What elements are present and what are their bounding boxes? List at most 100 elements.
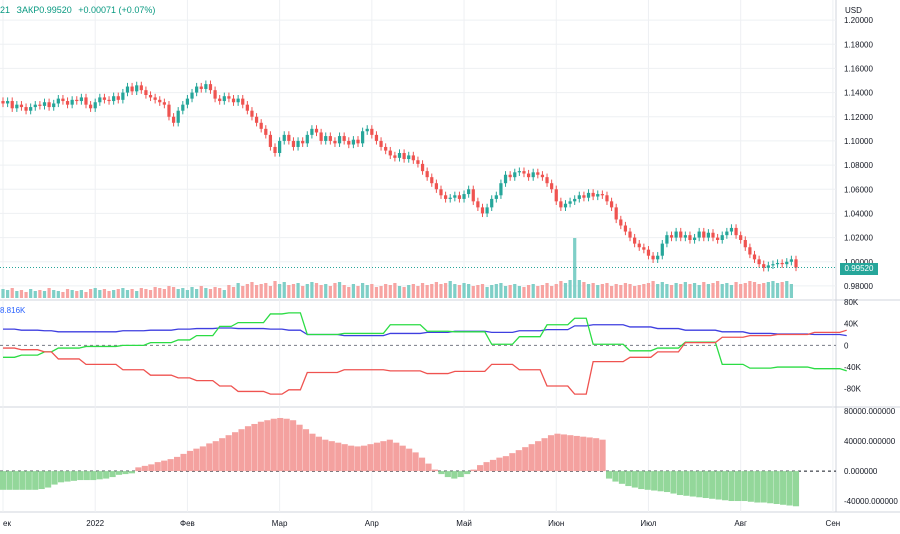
candle-body <box>107 99 111 102</box>
volume-bar <box>628 284 632 298</box>
price-tick-label: 1.16000 <box>844 64 873 73</box>
volume-bar <box>716 281 720 298</box>
net-position-bar <box>70 471 77 481</box>
volume-bar <box>739 284 743 298</box>
volume-bar <box>1 289 5 298</box>
volume-bar <box>38 290 42 298</box>
volume-bar <box>273 281 277 298</box>
price-tick-label: 1.00000 <box>844 258 873 267</box>
ohlc-header: 21 ЗАКР0.99520 +0.00071 (+0.07%) <box>0 5 159 15</box>
net-position-bar <box>193 448 200 472</box>
net-position-bar <box>625 471 632 487</box>
candle-body <box>522 171 526 174</box>
net-position-bar <box>128 471 136 474</box>
candle-body <box>204 84 208 89</box>
candle-body <box>254 116 259 123</box>
net-position-bar <box>586 437 593 472</box>
net-position-bar <box>612 471 619 482</box>
net-position-bar <box>773 471 780 505</box>
candle-body <box>692 237 697 240</box>
candle-body <box>448 197 452 199</box>
volume-bar <box>162 289 166 298</box>
candle-body <box>397 153 402 158</box>
candle-body <box>333 140 337 144</box>
price-tick-label: 1.20000 <box>844 16 873 25</box>
volume-bar <box>550 286 554 298</box>
volume-bar <box>365 285 369 298</box>
net-position-bar <box>792 471 800 507</box>
volume-bar <box>328 286 332 298</box>
volume-bar <box>559 281 563 298</box>
net-position-bar <box>341 444 348 472</box>
volume-bar <box>301 286 305 298</box>
candle-body <box>586 192 591 198</box>
volume-bar <box>545 283 549 298</box>
volume-bar <box>231 287 236 298</box>
net-position-bar <box>644 471 651 490</box>
net-position-bar <box>6 471 13 490</box>
candle-body <box>743 240 747 248</box>
volume-bar <box>743 283 747 298</box>
net-position-bar <box>541 438 548 472</box>
net-position-bar <box>270 418 277 472</box>
net-position-bar <box>360 445 368 472</box>
candle-body <box>591 192 595 197</box>
net-position-bar <box>290 420 297 472</box>
candle-body <box>485 207 489 214</box>
volume-bar <box>646 283 651 298</box>
volume-bar <box>61 292 65 298</box>
volume-bar <box>29 289 33 298</box>
candle-body <box>393 155 397 158</box>
price-axis[interactable]: 1.20000 1.18000 1.16000 1.14000 1.12000 1.100… <box>844 6 898 506</box>
candle-body <box>241 98 245 105</box>
candle-body <box>407 155 411 160</box>
volume-bar <box>148 290 153 298</box>
volume-bar <box>586 284 591 298</box>
volume-bar <box>665 284 669 298</box>
net-position-bar <box>670 471 677 494</box>
volume-bar <box>65 289 70 298</box>
net-position-bar <box>109 471 116 478</box>
volume-bar <box>52 290 56 298</box>
volume-bar <box>125 290 130 298</box>
candle-body <box>471 189 475 202</box>
net-position-bar <box>283 418 290 472</box>
net-position-bar <box>593 438 600 472</box>
volume-bar <box>397 286 402 298</box>
volume-bar <box>319 285 323 298</box>
candle-body <box>88 104 93 109</box>
price-tick-label: 1.12000 <box>844 113 873 122</box>
volume-bar <box>467 284 471 298</box>
volume-bar <box>245 284 249 298</box>
price-tick-label: 0.98000 <box>844 282 873 291</box>
volume-bar <box>573 238 577 298</box>
candle-body <box>310 128 314 135</box>
time-tick-label: Сен <box>826 519 841 528</box>
candle-body <box>264 128 268 135</box>
candle-body <box>573 198 577 202</box>
candle-body <box>282 134 286 141</box>
net-position-bar <box>212 441 219 472</box>
candle-body <box>480 207 485 214</box>
price-tick-label: 1.06000 <box>844 185 873 194</box>
volume-bar <box>356 286 360 298</box>
candle-body <box>425 171 429 178</box>
volume-bar <box>789 284 794 298</box>
volume-bar <box>711 283 715 298</box>
candle-body <box>112 96 116 102</box>
candle-body <box>559 201 563 208</box>
volume-bar <box>351 284 356 298</box>
net-position-bar <box>296 424 303 472</box>
candle-body <box>19 104 24 108</box>
candle-body <box>125 86 130 93</box>
price-tick-label: 1.08000 <box>844 161 873 170</box>
volume-bar <box>536 286 540 298</box>
candle-body <box>550 183 554 190</box>
candle-body <box>167 104 171 117</box>
volume-bar <box>720 284 724 298</box>
net-position-bar <box>425 463 432 472</box>
net-position-bar <box>251 423 258 472</box>
candle-body <box>596 194 600 197</box>
time-axis[interactable]: ек 2022 Фев Мар Апр Май Июн Июл Авг Сен <box>3 519 840 528</box>
volume-bar <box>33 291 37 298</box>
